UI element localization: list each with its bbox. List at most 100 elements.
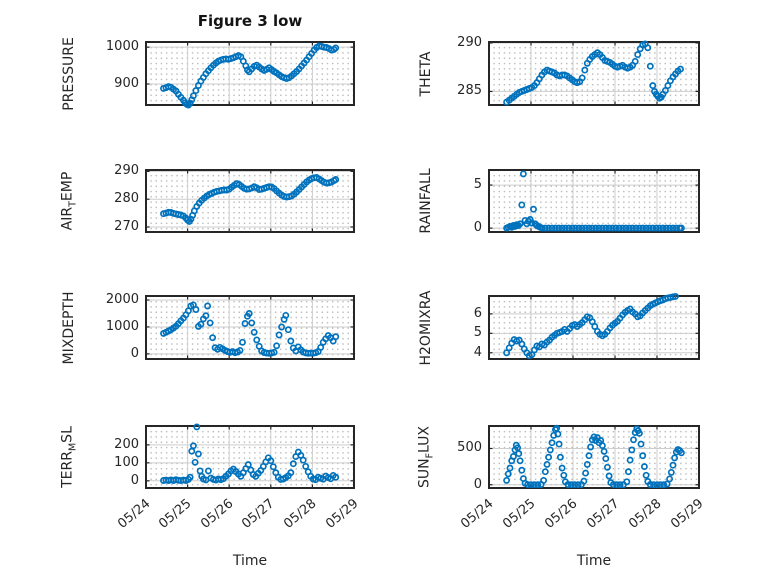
data-point-marker (585, 224, 593, 232)
data-point-marker (592, 224, 600, 232)
data-point-marker (634, 51, 642, 59)
data-point-marker (640, 463, 648, 471)
y-tick-label: 290 (114, 163, 139, 179)
data-point-marker (530, 205, 537, 213)
data-point-marker (558, 224, 566, 232)
data-points-sun_flux (503, 424, 685, 489)
y-tick-label: 500 (457, 440, 482, 456)
y-tick-label: 2000 (105, 292, 139, 308)
data-point-marker (578, 74, 586, 82)
data-point-marker (591, 323, 599, 330)
data-point-marker (278, 323, 286, 331)
data-point-marker (659, 224, 667, 232)
data-point-marker (515, 450, 523, 458)
axes-frame (145, 425, 355, 489)
y-tick-label: 900 (114, 76, 139, 91)
data-point-marker (646, 481, 654, 488)
data-point-marker (645, 224, 653, 232)
data-point-marker (571, 481, 579, 489)
data-point-marker (663, 480, 671, 488)
y-tick-label: 5 (473, 325, 482, 341)
data-point-marker (189, 92, 197, 100)
data-point-marker (206, 319, 214, 327)
data-point-marker (677, 224, 685, 232)
data-point-marker (653, 481, 661, 489)
data-points-rainfall (503, 170, 685, 232)
data-point-marker (574, 481, 582, 489)
data-point-marker (192, 306, 200, 313)
y-tick-label: 0 (473, 476, 482, 492)
scatter-plot-mixdepth (145, 295, 355, 360)
data-point-marker (506, 464, 514, 472)
data-point-marker (631, 57, 639, 65)
data-point-marker (518, 466, 526, 474)
data-point-marker (282, 311, 290, 319)
x-tick-label: 05/29 (322, 496, 361, 532)
x-tick-label: 05/26 (197, 496, 237, 532)
x-axis-label: Time (232, 553, 268, 569)
data-point-marker (660, 481, 668, 489)
y-tick-label: 4 (473, 344, 482, 360)
data-point-marker (581, 66, 589, 74)
data-point-marker (666, 475, 674, 483)
data-point-marker (602, 455, 610, 463)
data-point-marker (644, 44, 652, 52)
data-point-marker (625, 224, 633, 232)
data-point-marker (332, 473, 340, 481)
data-point-marker (241, 320, 249, 327)
data-point-marker (287, 337, 295, 345)
x-tick-label: 05/25 (499, 496, 538, 532)
data-point-marker (619, 224, 627, 232)
x-tick-label: 05/27 (583, 496, 622, 532)
data-point-marker (662, 224, 670, 232)
scatter-plot-air_temp (145, 169, 355, 233)
y-tick-label: 100 (114, 454, 139, 470)
data-point-marker (556, 453, 564, 461)
data-point-marker (646, 62, 654, 70)
axes-frame (145, 41, 355, 106)
data-point-marker (669, 461, 677, 469)
data-point-marker (649, 224, 657, 232)
data-point-marker (197, 320, 205, 328)
data-point-marker (555, 224, 563, 232)
data-point-marker (598, 224, 606, 232)
y-axis-label-theta: THETA (418, 51, 434, 96)
data-point-marker (250, 328, 258, 336)
data-point-marker (538, 224, 546, 232)
data-point-marker (624, 468, 632, 476)
data-point-marker (628, 446, 636, 454)
data-point-marker (527, 481, 535, 489)
data-point-marker (543, 460, 551, 468)
plot-area-rainfall (489, 170, 699, 232)
data-point-marker (598, 442, 606, 450)
x-tick-label: 05/24 (457, 496, 496, 532)
data-point-marker (289, 460, 297, 468)
data-point-marker (609, 224, 616, 232)
scatter-plot-sun_flux (488, 424, 700, 489)
data-point-marker (583, 460, 591, 468)
plot-area-h2omixra (489, 296, 699, 359)
y-axis-label-rainfall: RAINFALL (418, 168, 434, 234)
scatter-plot-h2omixra (488, 292, 700, 360)
axes-frame (145, 295, 355, 360)
y-tick-label: 280 (114, 191, 139, 207)
y-axis-label-sun_flux: SUNFLUX (416, 425, 436, 489)
data-point-marker (561, 224, 569, 232)
data-point-marker (637, 440, 645, 448)
data-point-marker (554, 430, 562, 438)
data-point-marker (239, 338, 246, 346)
data-point-marker (666, 224, 674, 232)
y-axis-label-pressure: PRESSURE (61, 36, 77, 111)
plot-area-sun_flux (489, 426, 699, 488)
data-point-marker (299, 456, 307, 464)
data-point-marker (650, 481, 658, 489)
data-point-marker (545, 453, 553, 461)
data-point-marker (587, 443, 595, 451)
data-point-marker (516, 220, 524, 228)
data-point-marker (530, 481, 538, 489)
data-point-marker (540, 476, 548, 484)
data-point-marker (191, 458, 199, 466)
data-points-air_temp (160, 174, 340, 225)
data-point-marker (275, 331, 283, 339)
